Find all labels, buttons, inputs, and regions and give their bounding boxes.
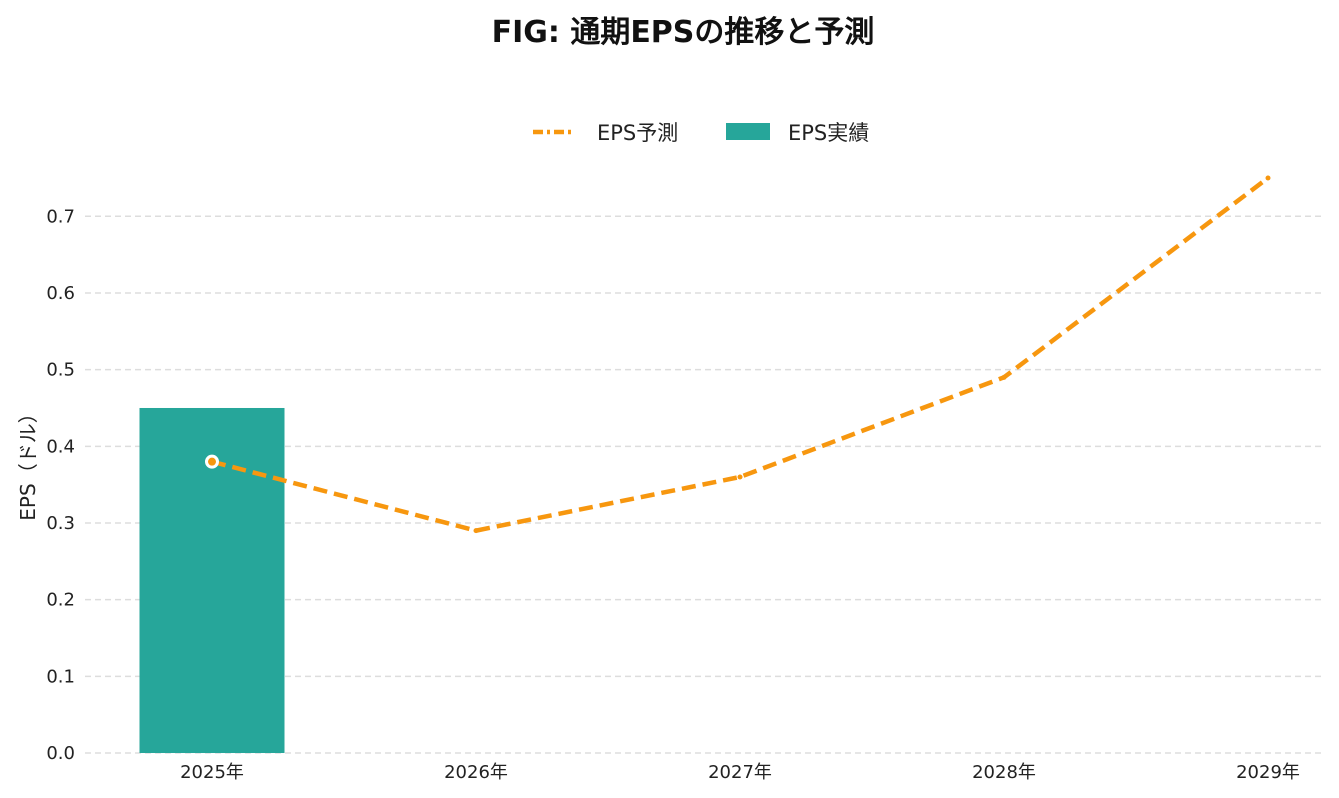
y-axis-ticks: 0.0 0.1 0.2 0.3 0.4 0.5 0.6 0.7 bbox=[46, 206, 75, 764]
line-point bbox=[205, 454, 219, 469]
line-point bbox=[1001, 374, 1007, 380]
line-point bbox=[1265, 175, 1271, 181]
y-tick-label: 0.4 bbox=[46, 436, 75, 457]
x-tick-label: 2026年 bbox=[444, 762, 508, 783]
line-series bbox=[205, 175, 1271, 534]
x-tick-label: 2025年 bbox=[180, 762, 244, 783]
y-axis-label: EPS（ドル） bbox=[16, 403, 40, 520]
y-tick-label: 0.3 bbox=[46, 513, 75, 534]
chart-title: FIG: 通期EPSの推移と予測 bbox=[492, 15, 875, 50]
y-tick-label: 0.0 bbox=[46, 743, 75, 764]
line-point bbox=[737, 474, 743, 480]
legend-label-forecast: EPS予測 bbox=[597, 121, 678, 145]
y-tick-label: 0.2 bbox=[46, 590, 75, 611]
legend-swatch-actual bbox=[726, 123, 770, 140]
y-tick-label: 0.6 bbox=[46, 283, 75, 304]
legend-label-actual: EPS実績 bbox=[788, 121, 869, 145]
chart-legend: EPS予測 EPS実績 bbox=[533, 121, 869, 145]
x-axis-ticks: 2025年 2026年 2027年 2028年 2029年 bbox=[180, 762, 1300, 783]
x-tick-label: 2028年 bbox=[972, 762, 1036, 783]
x-tick-label: 2029年 bbox=[1236, 762, 1300, 783]
y-tick-label: 0.5 bbox=[46, 360, 75, 381]
y-tick-label: 0.1 bbox=[46, 666, 75, 687]
x-tick-label: 2027年 bbox=[708, 762, 772, 783]
y-tick-label: 0.7 bbox=[46, 206, 75, 227]
line-point bbox=[473, 528, 479, 534]
line-eps-forecast bbox=[211, 176, 1270, 533]
